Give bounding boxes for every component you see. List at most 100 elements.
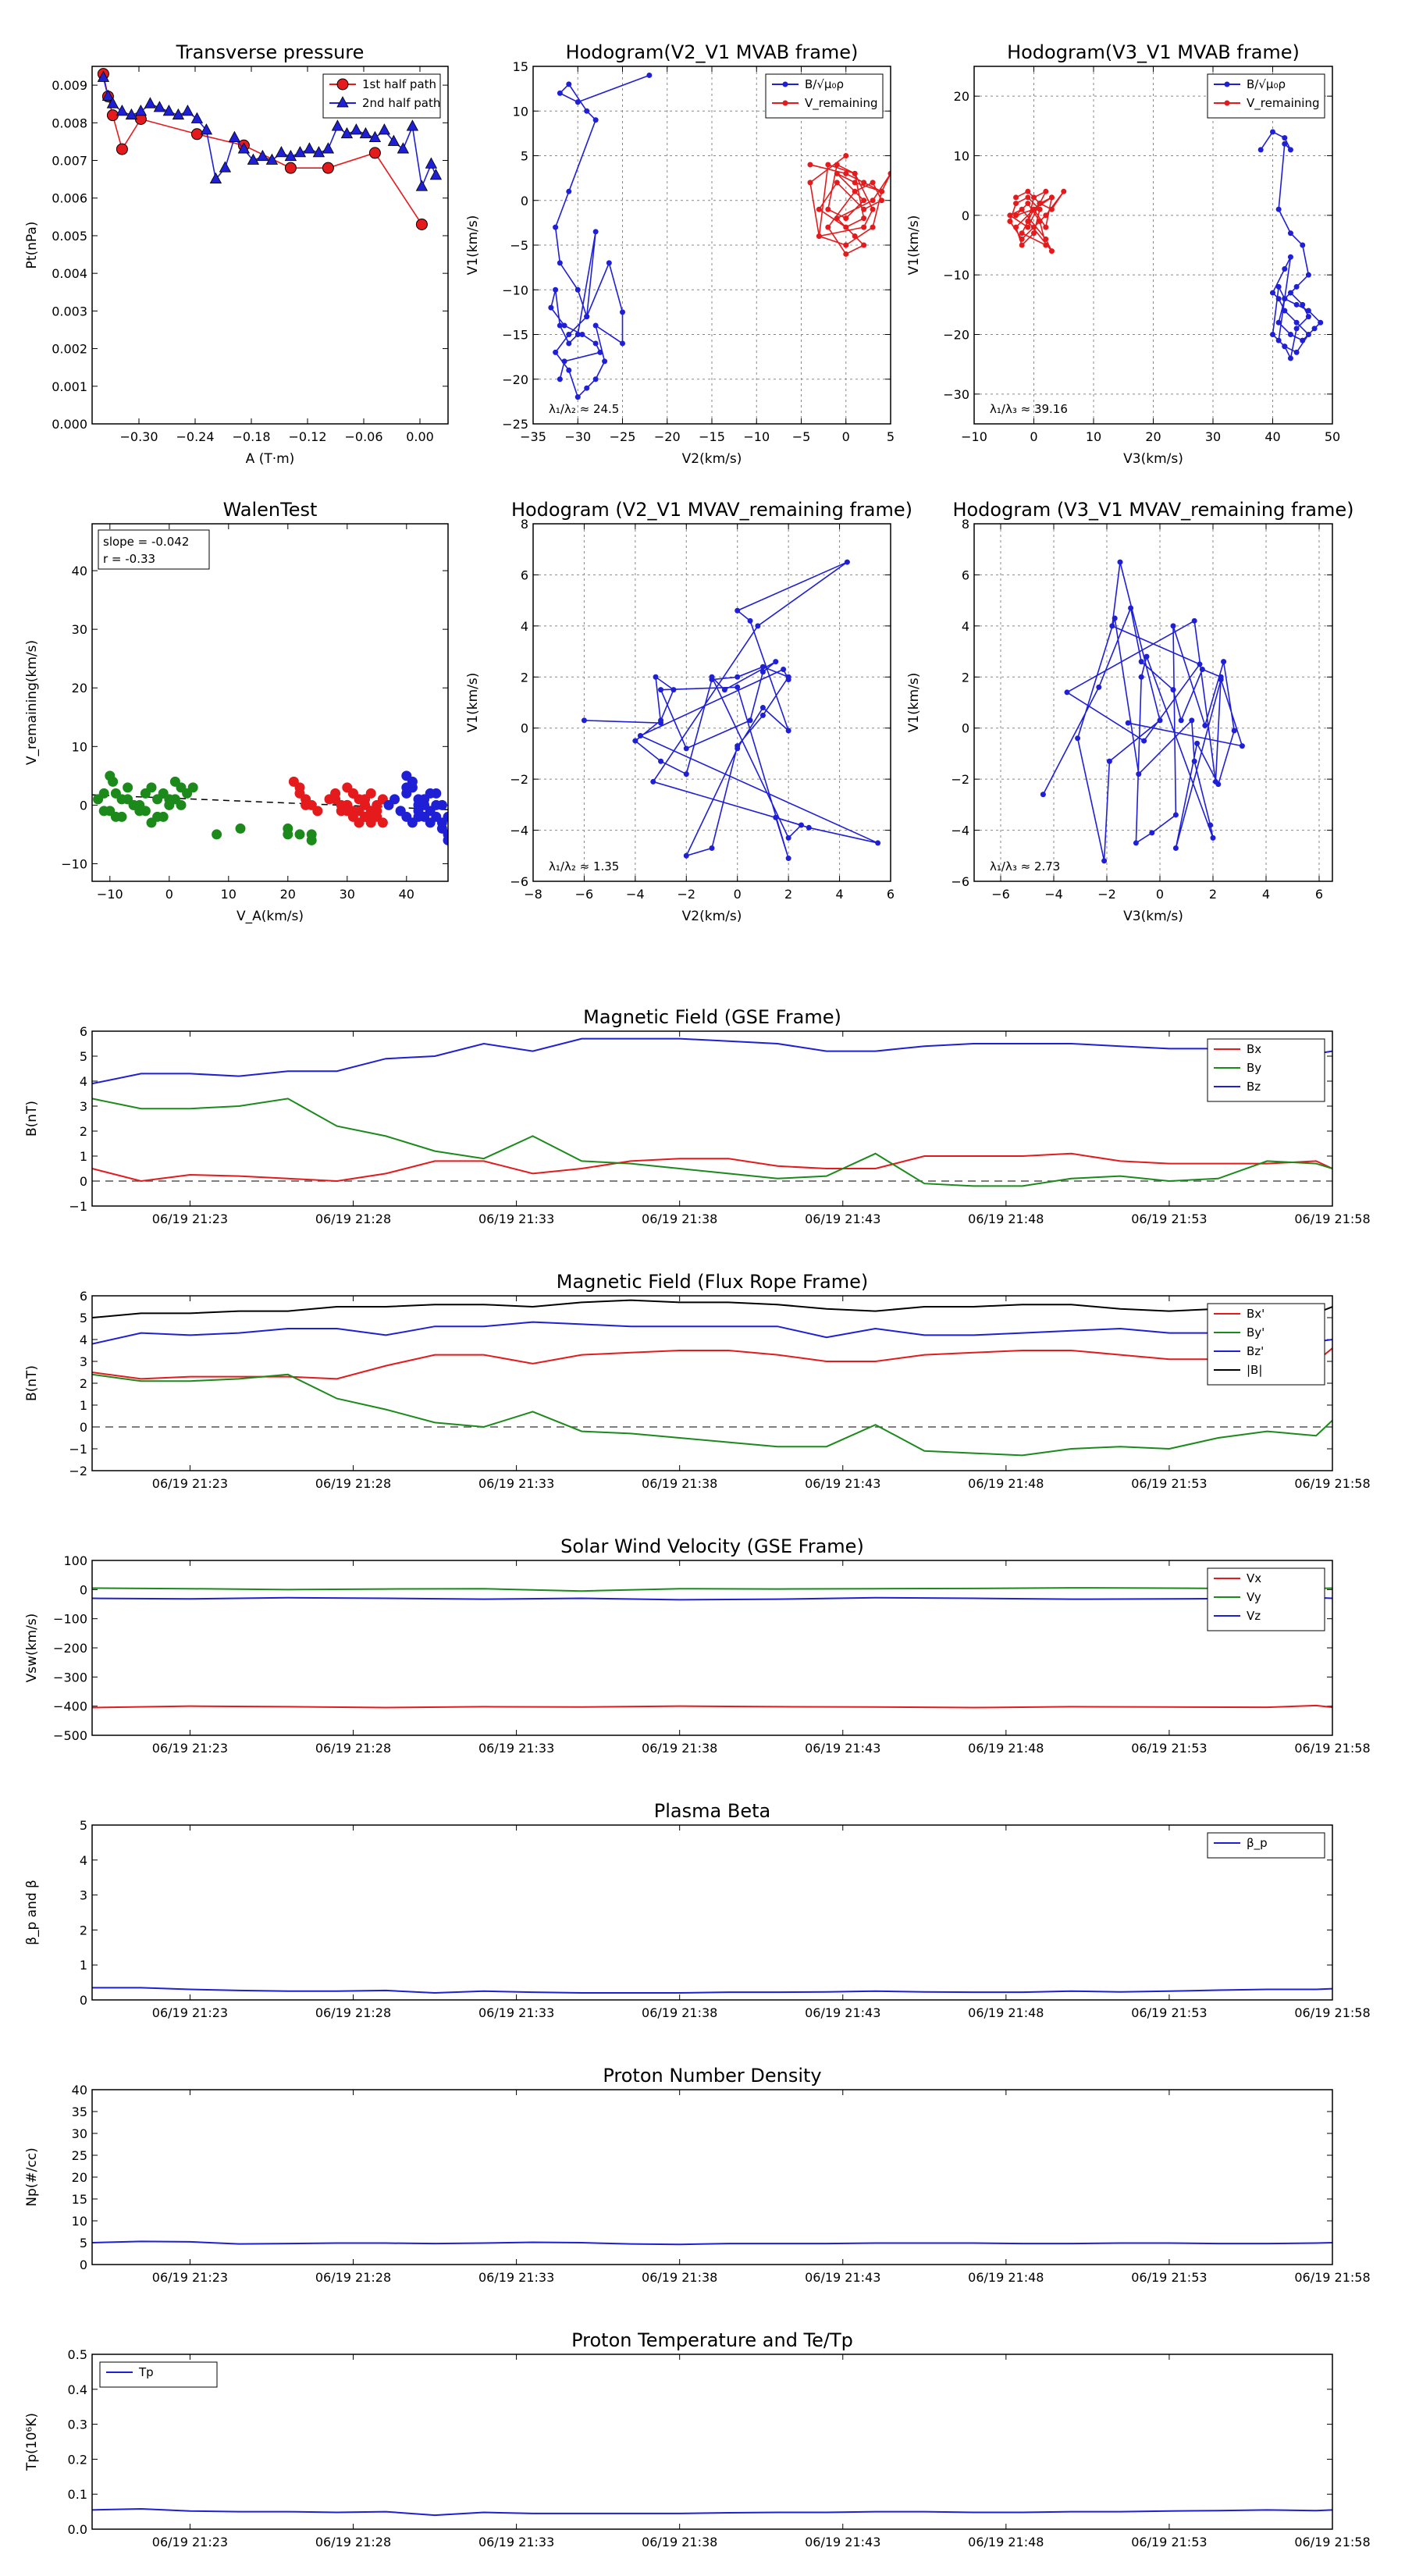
chart-hodogram-v2v1-mvab: −35 −30 −25 −20 −15 −10 −5 0 5 −25 −20 −15 −10 −5 0 5 10… xyxy=(465,41,895,467)
plot-area xyxy=(97,68,443,230)
data-point xyxy=(870,206,876,212)
y-tick-label: 0 xyxy=(80,1582,87,1597)
data-point xyxy=(1025,201,1031,207)
data-point xyxy=(1275,319,1282,326)
x-tick-label: 06/19 21:38 xyxy=(642,2535,717,2549)
x-tick-label: −6 xyxy=(991,887,1010,902)
plot-area xyxy=(548,72,891,400)
data-point xyxy=(781,666,787,672)
data-point xyxy=(1031,206,1037,212)
y-tick-label: 0.001 xyxy=(52,379,87,394)
y-tick-label: 0.006 xyxy=(52,191,87,206)
data-point xyxy=(1019,236,1025,242)
data-point xyxy=(553,349,559,355)
x-tick-label: 06/19 21:43 xyxy=(805,2270,880,2285)
series-line-0 xyxy=(92,1152,1332,1183)
data-point xyxy=(834,180,840,186)
data-point xyxy=(322,142,335,154)
data-point xyxy=(1282,296,1288,302)
data-point xyxy=(658,758,664,764)
x-tick-label: 0 xyxy=(842,429,850,444)
data-point xyxy=(212,829,222,840)
data-point xyxy=(1037,206,1043,212)
data-point xyxy=(566,367,572,373)
data-point xyxy=(1048,248,1055,254)
data-point xyxy=(806,824,812,831)
data-point xyxy=(1136,771,1142,777)
data-point xyxy=(843,251,849,257)
y-tick-label: 0.5 xyxy=(68,2347,87,2362)
data-point xyxy=(342,799,353,810)
y-axis-label: Pt(nPa) xyxy=(24,222,40,269)
data-point xyxy=(1224,81,1230,87)
data-point xyxy=(620,309,625,315)
y-tick-label: −300 xyxy=(53,1670,87,1685)
x-tick-label: 5 xyxy=(887,429,895,444)
y-tick-label: 0.1 xyxy=(68,2487,87,2502)
y-tick-label: 0 xyxy=(962,721,969,736)
x-tick-label: 06/19 21:38 xyxy=(642,1476,717,1491)
data-point xyxy=(1025,218,1031,224)
data-point xyxy=(389,794,400,805)
y-tick-label: 3 xyxy=(80,1888,87,1903)
plot-frame xyxy=(532,66,891,425)
y-tick-label: −6 xyxy=(510,874,528,889)
data-point xyxy=(1025,188,1031,194)
legend-label: Bz' xyxy=(1247,1344,1264,1358)
chart-title: Plasma Beta xyxy=(654,1800,770,1822)
data-point xyxy=(303,142,316,154)
y-tick-label: −4 xyxy=(510,824,528,838)
plot-area xyxy=(1007,129,1324,361)
series-line-0 xyxy=(92,2240,1332,2246)
data-point xyxy=(1305,332,1311,337)
y-tick-label: 0 xyxy=(80,2258,87,2272)
x-tick-label: 06/19 21:43 xyxy=(805,1476,880,1491)
data-point xyxy=(834,170,840,176)
y-axis-label: V1(km/s) xyxy=(465,673,481,733)
data-point xyxy=(755,623,761,629)
plot-area xyxy=(92,1587,1332,1709)
data-point xyxy=(1305,272,1311,278)
chart-plasma-beta: 06/19 21:23 06/19 21:28 06/19 21:33 06/19 2… xyxy=(24,1800,1371,2020)
chart-hodogram-v3v1-mvab: −10 0 10 20 30 40 50 −30 −20 −10 0 10 20 Hodogram(V3_… xyxy=(906,41,1340,467)
x-axis-label: V2(km/s) xyxy=(682,909,742,924)
y-tick-label: −500 xyxy=(53,1728,87,1743)
data-point xyxy=(1287,355,1293,361)
x-tick-label: 06/19 21:53 xyxy=(1131,1741,1207,1756)
legend-label: 2nd half path xyxy=(362,96,440,110)
data-point xyxy=(579,332,585,337)
legend-label: By' xyxy=(1247,1325,1264,1340)
y-tick-label: 4 xyxy=(80,1332,87,1347)
data-point xyxy=(322,162,334,174)
chart-title: Transverse pressure xyxy=(176,41,365,63)
data-point xyxy=(816,206,822,212)
data-point xyxy=(1275,283,1282,290)
data-point xyxy=(116,105,129,116)
y-tick-label: 0.004 xyxy=(52,266,87,281)
data-point xyxy=(1221,659,1227,665)
legend-box xyxy=(765,73,884,119)
data-point xyxy=(1210,834,1216,841)
x-tick-label: 0 xyxy=(734,887,742,902)
data-point xyxy=(735,745,741,752)
series-line-3 xyxy=(92,1299,1332,1318)
data-point xyxy=(146,782,157,793)
data-point xyxy=(807,162,813,168)
y-tick-label: 0.003 xyxy=(52,304,87,318)
legend-label: |B| xyxy=(1247,1363,1262,1377)
data-point xyxy=(158,811,169,822)
data-point xyxy=(1025,194,1031,201)
x-tick-label: 06/19 21:28 xyxy=(315,1476,391,1491)
data-point xyxy=(1208,822,1214,828)
x-tick-label: 4 xyxy=(835,887,843,902)
y-tick-label: 0 xyxy=(80,1993,87,2008)
data-point xyxy=(1138,674,1144,680)
x-tick-label: −6 xyxy=(575,887,594,902)
data-point xyxy=(275,146,288,158)
data-point xyxy=(834,215,840,222)
x-tick-label: 20 xyxy=(1145,429,1161,444)
chart-magnetic-field-flux-rope: 06/19 21:23 06/19 21:28 06/19 21:33 06/19 2… xyxy=(24,1271,1371,1491)
y-tick-label: −400 xyxy=(53,1699,87,1714)
y-tick-label: −100 xyxy=(53,1612,87,1627)
